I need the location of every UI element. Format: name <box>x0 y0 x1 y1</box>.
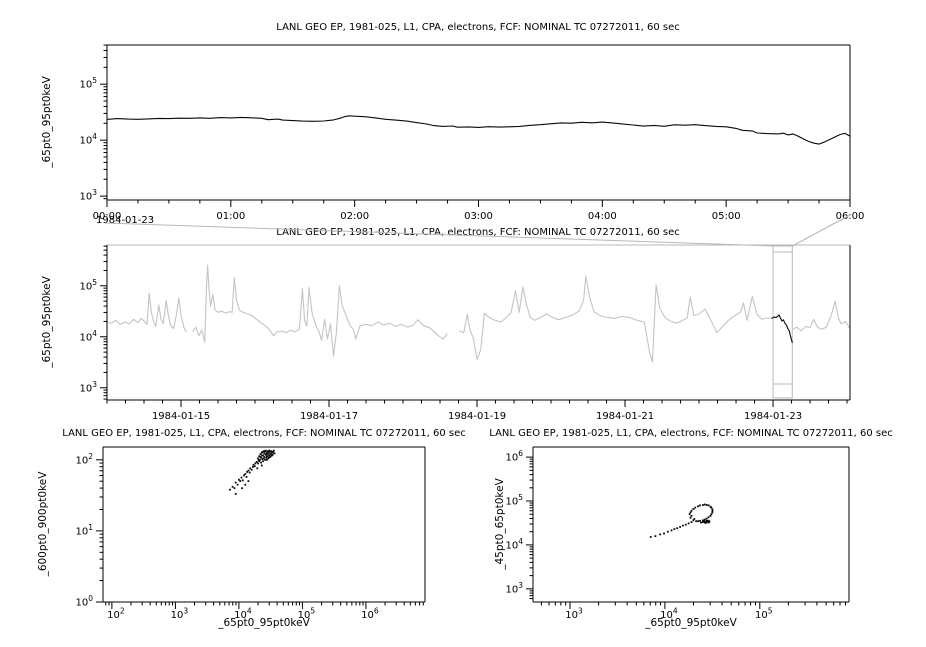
time-tick-label: 00:00 <box>93 211 122 222</box>
tick-label: 106 <box>361 607 379 622</box>
tick-label: 103 <box>565 607 583 622</box>
time-tick-label: 1984-01-21 <box>596 411 654 422</box>
tick-label: 103 <box>79 188 97 203</box>
time-tick-label: 1984-01-23 <box>744 411 802 422</box>
time-tick-label: 02:00 <box>340 211 369 222</box>
tick-label: 102 <box>107 607 125 622</box>
tick-label: 105 <box>79 76 97 91</box>
time-tick-label: 06:00 <box>836 211 865 222</box>
tick-label: 106 <box>505 449 523 464</box>
tick-label: 105 <box>79 278 97 293</box>
time-tick-label: 04:00 <box>588 211 617 222</box>
bottom_left-plot[interactable]: 100 101 102 102 103 104 105 106 <box>75 446 426 622</box>
top-series <box>106 115 851 145</box>
middle-series <box>771 314 793 344</box>
top-plot-context-date: 1984-01-23 <box>96 215 155 226</box>
bottom-left-plot-xlabel: _65pt0_95pt0keV <box>218 617 310 629</box>
bottom_left-scatter-points <box>229 449 276 495</box>
bottom-right-plot-xlabel: _65pt0_95pt0keV <box>645 617 737 629</box>
context-connector <box>104 214 851 399</box>
tick-label: 101 <box>75 523 93 538</box>
tick-label: 104 <box>234 607 252 622</box>
time-tick-label: 03:00 <box>464 211 493 222</box>
tick-label: 103 <box>79 380 97 395</box>
tick-label: 105 <box>298 607 316 622</box>
top-plot-title: LANL GEO EP, 1981-025, L1, CPA, electron… <box>276 22 680 33</box>
middle-plot-title: LANL GEO EP, 1981-025, L1, CPA, electron… <box>276 227 680 238</box>
tick-label: 105 <box>505 493 523 508</box>
time-tick-label: 1984-01-17 <box>300 411 358 422</box>
time-tick-label: 1984-01-19 <box>448 411 506 422</box>
top-plot[interactable]: 103 104 105 00:00 01:00 02:00 03:00 04:00 05:00 0… <box>79 44 865 222</box>
tick-label: 105 <box>755 607 773 622</box>
middle-axes: 103 104 105 1984-01-15 1984-01-17 1984-01-19 1… <box>79 245 851 422</box>
bottom_right-plot[interactable]: 103 104 105 106 103 104 105 <box>505 446 850 622</box>
top-axes: 103 104 105 00:00 01:00 02:00 03:00 04:00 05:00 0… <box>79 44 865 222</box>
tick-label: 103 <box>505 581 523 596</box>
time-tick-label: 01:00 <box>216 211 245 222</box>
tick-label: 100 <box>75 594 93 609</box>
bottom-right-plot-title: LANL GEO EP, 1981-025, L1, CPA, electron… <box>489 428 893 439</box>
zoom-region-box <box>772 245 793 399</box>
tick-label: 104 <box>79 132 97 147</box>
tick-label: 102 <box>75 452 93 467</box>
middle-series <box>106 264 851 363</box>
tick-label: 104 <box>660 607 678 622</box>
bottom_left-axes: 100 101 102 102 103 104 105 106 <box>75 446 426 622</box>
time-tick-label: 05:00 <box>712 211 741 222</box>
tick-label: 104 <box>505 537 523 552</box>
time-tick-label: 1984-01-15 <box>152 411 210 422</box>
bottom_right-scatter-points <box>649 503 714 538</box>
tick-label: 104 <box>79 329 97 344</box>
tick-label: 103 <box>171 607 189 622</box>
middle-plot[interactable]: 103 104 105 1984-01-15 1984-01-17 1984-01-19 1… <box>79 214 851 422</box>
bottom-left-plot-title: LANL GEO EP, 1981-025, L1, CPA, electron… <box>62 428 466 439</box>
bottom_right-axes: 103 104 105 106 103 104 105 <box>505 446 850 622</box>
